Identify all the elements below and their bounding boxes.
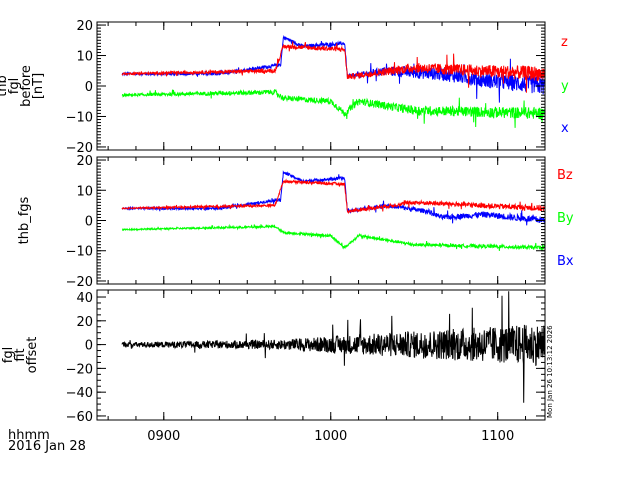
ytick-label: 0 [85, 339, 93, 354]
ytick-label: 20 [76, 315, 93, 330]
ytick-label: 20 [76, 19, 93, 34]
legend-z: z [561, 35, 568, 50]
date-label: 2016 Jan 28 [8, 439, 86, 454]
ylabel-line: fit [13, 348, 28, 361]
series-line-z [121, 41, 546, 93]
legend-y: y [561, 79, 569, 94]
ytick-label: 10 [76, 184, 93, 199]
ytick-label: 10 [76, 50, 93, 65]
ytick-label: 0 [85, 215, 93, 230]
series-line-y [121, 89, 546, 128]
ytick-label: −10 [66, 245, 93, 260]
legend-Bx: Bx [557, 254, 574, 269]
ylabel-line: offset [25, 337, 40, 374]
ylabel-line: fgl [1, 347, 16, 363]
ytick-label: −20 [66, 362, 93, 377]
legend-x: x [561, 121, 569, 136]
series-line-offset [121, 291, 546, 403]
ylabel-line: [nT] [31, 73, 46, 99]
ytick-label: −40 [66, 386, 93, 401]
panel-2: Bz By Bx 20 10 0 −10 −20 thb_fgs [17, 154, 574, 290]
ytick-label: −20 [66, 141, 93, 156]
panel-frame [96, 289, 546, 421]
xaxis-label: hhmm [8, 428, 50, 443]
series-line-Bz [121, 178, 546, 215]
timestamp: Mon Jan 26 10:13:12 2026 [546, 325, 554, 418]
ylabel-line: thb [0, 75, 10, 97]
ytick-label: 0 [85, 80, 93, 95]
ylabel-line: fgl [7, 78, 22, 94]
series-line-x [121, 34, 546, 103]
ylabel-line: before [19, 65, 34, 107]
ytick-label: −20 [66, 275, 93, 290]
series-line-Bx [121, 170, 546, 226]
legend-Bz: Bz [557, 168, 573, 183]
xtick-label-0900: 0900 [147, 429, 180, 444]
ytick-label: −10 [66, 110, 93, 125]
legend-By: By [557, 211, 574, 226]
ytick-label: 20 [76, 154, 93, 169]
panel-frame [96, 156, 546, 285]
ylabel-line: thb_fgs [17, 196, 32, 244]
series-line-By [121, 223, 546, 251]
xtick-label-1000: 1000 [314, 429, 347, 444]
ytick-label: 40 [76, 291, 93, 306]
ytick-label: −60 [66, 410, 93, 425]
xtick-label-1100: 1100 [481, 429, 514, 444]
